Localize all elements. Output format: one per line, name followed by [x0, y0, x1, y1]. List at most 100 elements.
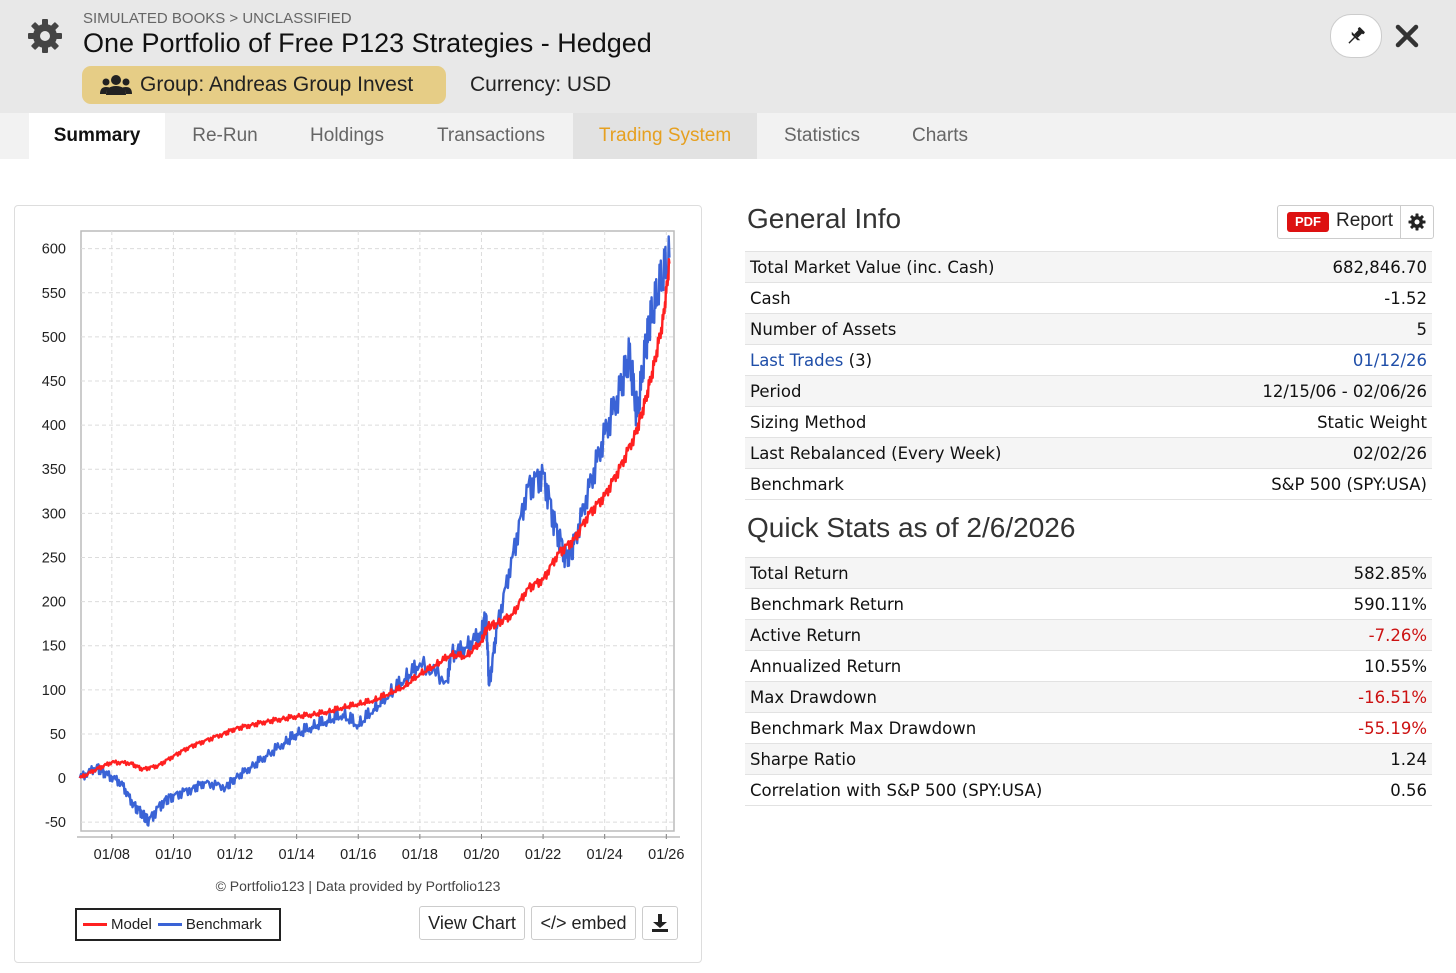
x-tick-label: 01/26 — [648, 847, 684, 863]
general-info-title: General Info — [747, 203, 902, 234]
legend-benchmark-swatch — [157, 923, 182, 926]
table-row: Last Rebalanced (Every Week) 02/02/26 — [745, 437, 1432, 469]
info-value: 02/02/26 — [1156, 437, 1432, 469]
info-value: 5 — [1156, 313, 1432, 345]
table-row: Sizing Method Static Weight — [745, 406, 1432, 438]
tab-trading-system[interactable]: Trading System — [573, 113, 757, 159]
info-label: Number of Assets — [745, 313, 1157, 345]
tab-holdings[interactable]: Holdings — [310, 125, 384, 146]
view-chart-button[interactable]: View Chart — [419, 906, 525, 940]
info-label: Last Trades (3) — [745, 344, 1157, 376]
y-tick-label: 0 — [58, 771, 66, 787]
table-row: Benchmark Return 590.11% — [745, 588, 1432, 620]
y-tick-label: 100 — [42, 683, 66, 699]
stat-value: -55.19% — [1283, 712, 1432, 744]
report-settings-button[interactable] — [1400, 206, 1433, 238]
gear-icon[interactable] — [25, 16, 65, 56]
pdf-report-button[interactable]: PDF Report — [1277, 205, 1434, 239]
table-row: Period 12/15/06 - 02/06/26 — [745, 375, 1432, 407]
download-icon — [652, 914, 668, 932]
info-value: Static Weight — [1156, 406, 1432, 438]
y-tick-label: 150 — [42, 639, 66, 655]
stat-value: -7.26% — [1283, 619, 1432, 651]
performance-chart: 600550500450400350300250200150100500-500… — [42, 230, 684, 863]
x-tick-label: 01/22 — [525, 847, 561, 863]
info-label: Cash — [745, 282, 1157, 314]
y-tick-label: 300 — [42, 506, 66, 522]
tab-statistics[interactable]: Statistics — [783, 125, 861, 146]
group-label: Group: Andreas Group Invest — [140, 73, 414, 96]
general-info-table: Total Market Value (inc. Cash) 682,846.7… — [745, 251, 1432, 500]
stat-label: Total Return — [745, 557, 1284, 589]
info-label: Benchmark — [745, 468, 1157, 500]
info-value: -1.52 — [1156, 282, 1432, 314]
tab-summary[interactable]: Summary — [29, 113, 165, 159]
stat-label: Sharpe Ratio — [745, 743, 1284, 775]
table-row: Sharpe Ratio 1.24 — [745, 743, 1432, 775]
stat-label: Correlation with S&P 500 (SPY:USA) — [745, 774, 1284, 806]
x-tick-label: 01/08 — [94, 847, 130, 863]
series-line-model — [78, 258, 671, 779]
pin-icon — [1348, 27, 1365, 44]
breadcrumb: SIMULATED BOOKS > UNCLASSIFIED — [83, 10, 352, 27]
info-label: Total Market Value (inc. Cash) — [745, 251, 1157, 283]
currency-label: Currency: USD — [470, 73, 612, 96]
stat-value: -16.51% — [1283, 681, 1432, 713]
table-row: Annualized Return 10.55% — [745, 650, 1432, 682]
info-label: Sizing Method — [745, 406, 1157, 438]
x-tick-label: 01/20 — [463, 847, 499, 863]
plot-frame — [80, 230, 675, 832]
table-row: Total Market Value (inc. Cash) 682,846.7… — [745, 251, 1432, 283]
info-value: S&P 500 (SPY:USA) — [1156, 468, 1432, 500]
last-trades-date-link[interactable]: 01/12/26 — [1156, 344, 1432, 376]
pdf-badge: PDF — [1287, 212, 1329, 232]
group-badge[interactable]: Group: Andreas Group Invest — [82, 66, 446, 104]
chart-legend: Model Benchmark — [75, 908, 281, 941]
tab-charts[interactable]: Charts — [912, 125, 968, 146]
x-tick-label: 01/10 — [155, 847, 191, 863]
y-tick-label: 250 — [42, 550, 66, 566]
stat-value: 582.85% — [1283, 557, 1432, 589]
y-tick-label: 350 — [42, 462, 66, 478]
stat-value: 10.55% — [1283, 650, 1432, 682]
x-tick-label: 01/18 — [402, 847, 438, 863]
x-tick-label: 01/24 — [587, 847, 623, 863]
y-tick-label: 450 — [42, 374, 66, 390]
series-line-benchmark — [78, 235, 671, 827]
x-tick-label: 01/12 — [217, 847, 253, 863]
y-tick-label: -50 — [45, 815, 66, 831]
table-row: Benchmark S&P 500 (SPY:USA) — [745, 468, 1432, 500]
stat-value: 590.11% — [1283, 588, 1432, 620]
report-label: Report — [1336, 210, 1394, 231]
table-row: Active Return -7.26% — [745, 619, 1432, 651]
stat-label: Active Return — [745, 619, 1284, 651]
last-trades-link[interactable]: Last Trades — [750, 350, 844, 370]
chart-copyright: © Portfolio123 | Data provided by Portfo… — [215, 878, 501, 894]
stat-label: Annualized Return — [745, 650, 1284, 682]
stat-label: Max Drawdown — [745, 681, 1284, 713]
embed-button[interactable]: </> embed — [531, 906, 636, 940]
performance-chart-panel: 600 550 500 450 400 350 300 250 200 150 100 50 0 -50 0… — [14, 205, 702, 963]
close-icon[interactable] — [1393, 22, 1421, 50]
quick-stats-table: Total Return 582.85% Benchmark Return 59… — [745, 557, 1432, 806]
legend-model-swatch — [83, 923, 107, 926]
info-label: Period — [745, 375, 1157, 407]
tab-re-run[interactable]: Re-Run — [192, 125, 258, 146]
stat-label: Benchmark Max Drawdown — [745, 712, 1284, 744]
info-value: 682,846.70 — [1156, 251, 1432, 283]
table-row: Last Trades (3) 01/12/26 — [745, 344, 1432, 376]
table-row: Number of Assets 5 — [745, 313, 1432, 345]
stat-value: 1.24 — [1283, 743, 1432, 775]
y-tick-label: 500 — [42, 330, 66, 346]
download-button[interactable] — [642, 906, 678, 940]
table-row: Total Return 582.85% — [745, 557, 1432, 589]
table-row: Cash -1.52 — [745, 282, 1432, 314]
tab-transactions[interactable]: Transactions — [436, 125, 546, 146]
last-trades-count: (3) — [843, 350, 873, 370]
table-row: Benchmark Max Drawdown -55.19% — [745, 712, 1432, 744]
x-tick-label: 01/14 — [278, 847, 314, 863]
x-tick-label: 01/16 — [340, 847, 376, 863]
pin-button[interactable] — [1330, 14, 1382, 58]
y-tick-label: 200 — [42, 595, 66, 611]
y-tick-label: 550 — [42, 286, 66, 302]
